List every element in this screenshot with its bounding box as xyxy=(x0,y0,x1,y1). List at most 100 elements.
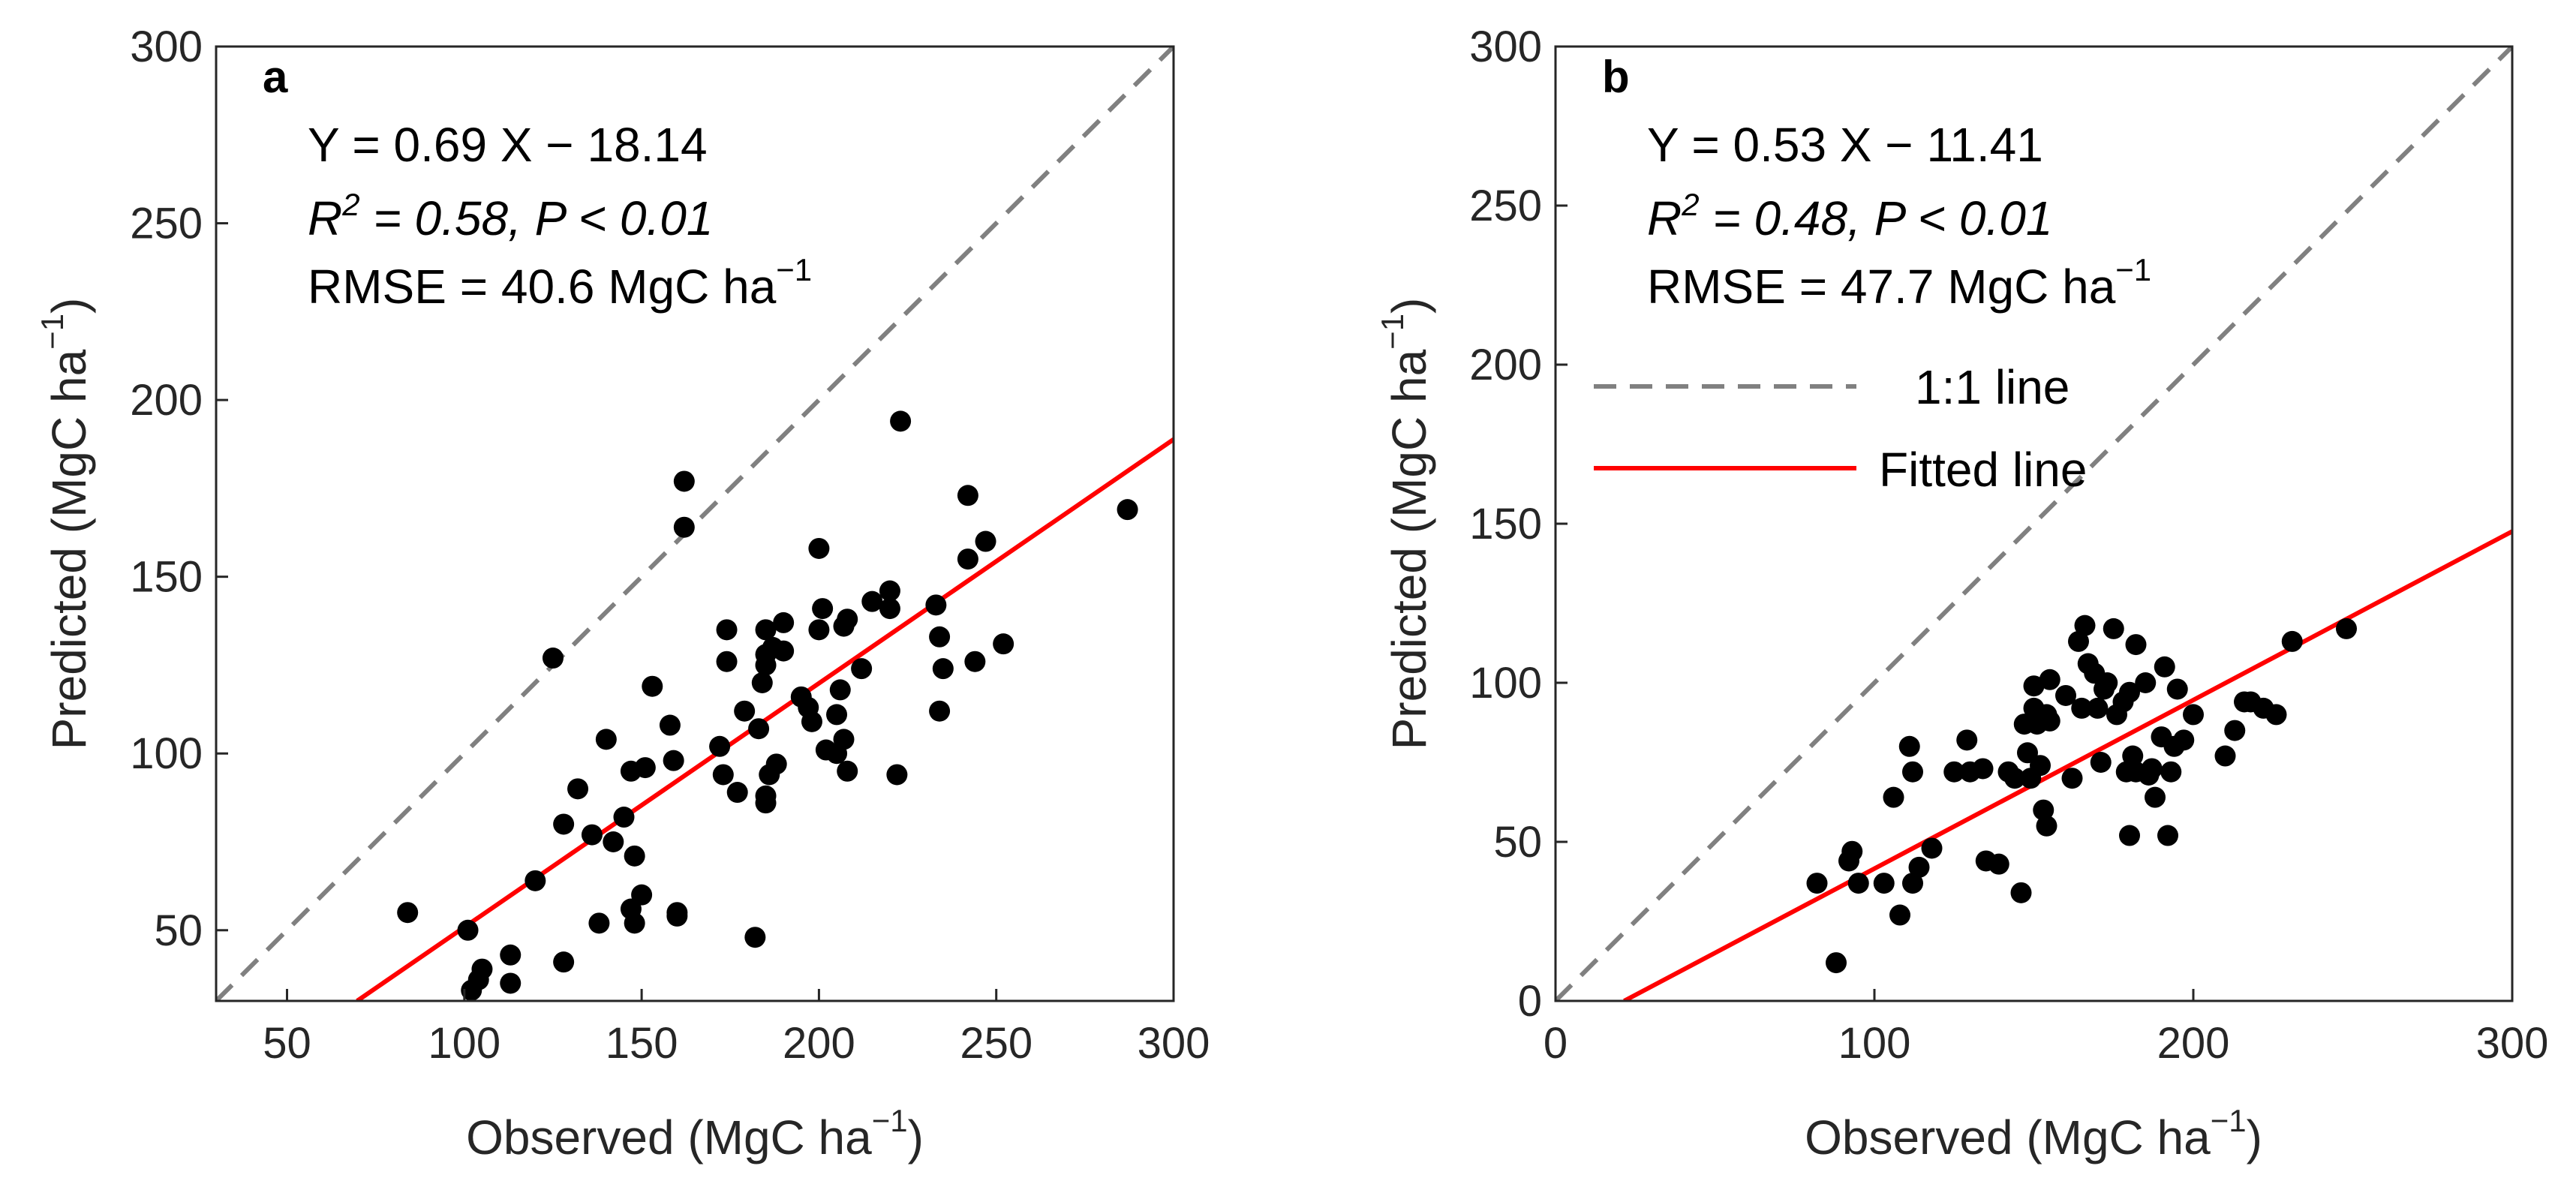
panel-b-data-point xyxy=(2023,675,2045,697)
panel-b-equation: Y = 0.53 X − 11.41 xyxy=(1647,118,2043,172)
panel-b-data-point xyxy=(2017,742,2038,764)
panel-b-r2-line: R2 = 0.48, P < 0.01 xyxy=(1647,187,2052,245)
panel-b-data-point xyxy=(1847,873,1869,894)
panel-a-data-point xyxy=(932,658,954,680)
panel-a-y-tick-label: 200 xyxy=(130,376,203,425)
panel-a-data-point xyxy=(929,700,951,722)
panel-a-data-point xyxy=(801,711,822,732)
panel-a-data-point xyxy=(837,609,858,630)
panel-a-y-tick-label: 100 xyxy=(130,729,203,778)
panel-a-data-point xyxy=(603,831,624,852)
panel-a-data-point xyxy=(837,760,858,782)
panel-b-x-tick-label: 300 xyxy=(2476,1019,2549,1068)
panel-b-data-point xyxy=(2157,825,2178,846)
panel-b-data-point xyxy=(1873,873,1895,894)
panel-b: 0 100 200 300 0 50 100 150 200 250 300 b Y = 0.53… xyxy=(1375,23,2548,1164)
panel-a-one-to-one-line xyxy=(216,47,1174,1001)
panel-a-points xyxy=(397,410,1138,1001)
panel-a-x-tick-label: 50 xyxy=(263,1019,311,1068)
panel-a-x-axis-label: Observed (MgC ha−1) xyxy=(466,1103,924,1164)
panel-b-data-point xyxy=(1806,873,1828,894)
panel-b-data-point xyxy=(2061,768,2083,789)
panel-b-data-point xyxy=(1988,853,2009,875)
panel-a-data-point xyxy=(500,972,522,994)
panel-b-data-point xyxy=(2122,745,2144,767)
panel-a-data-point xyxy=(542,648,564,669)
panel-a-x-tick-label: 100 xyxy=(428,1019,500,1068)
panel-a-rmse-text: RMSE = 40.6 MgC ha xyxy=(308,260,777,314)
panel-a-data-point xyxy=(929,626,951,648)
panel-b-y-tick-label: 250 xyxy=(1469,182,1542,230)
panel-b-data-point xyxy=(2183,704,2204,726)
panel-a-data-point xyxy=(663,750,684,771)
panel-a-equation: Y = 0.69 X − 18.14 xyxy=(308,118,708,172)
panel-a-data-point xyxy=(808,537,830,559)
panel-b-data-point xyxy=(2010,882,2032,903)
panel-b-rmse-superscript: −1 xyxy=(2115,252,2151,287)
panel-b-data-point xyxy=(2103,618,2124,639)
panel-b-data-point xyxy=(1972,758,1994,780)
panel-a-y-axis-label-close: ) xyxy=(42,298,96,314)
panel-a-y-tick-label: 300 xyxy=(130,23,203,71)
panel-b-data-point xyxy=(2074,615,2096,636)
panel-a-x-tick-label: 150 xyxy=(606,1019,678,1068)
panel-a-data-point xyxy=(879,598,900,620)
panel-b-one-to-one-line xyxy=(1556,47,2512,1001)
panel-b-data-point xyxy=(2039,710,2060,732)
panel-b-data-point xyxy=(2097,672,2118,693)
panel-a-data-point xyxy=(748,718,770,740)
panel-a-x-axis-label-sup: −1 xyxy=(872,1103,908,1138)
panel-b-data-point xyxy=(2135,672,2157,693)
panel-a-data-point xyxy=(1117,499,1138,521)
panel-a-axes-box xyxy=(215,45,1175,1002)
panel-b-data-point xyxy=(1898,735,1920,757)
legend-fitted-line-label: Fitted line xyxy=(1879,443,2087,497)
panel-a-data-layer xyxy=(216,47,1174,1001)
panel-b-data-point xyxy=(2154,656,2175,678)
panel-a-r2-line: R2 = 0.58, P < 0.01 xyxy=(308,187,713,245)
panel-b-x-tick-label: 100 xyxy=(1838,1019,1911,1068)
panel-a-data-point xyxy=(957,548,978,570)
panel-b-y-tick-label: 100 xyxy=(1469,659,1542,708)
panel-b-x-axis-label-main: Observed (MgC ha xyxy=(1805,1110,2211,1164)
panel-b-data-point xyxy=(2224,720,2246,741)
panel-a-data-point xyxy=(631,884,653,906)
panel-b-data-point xyxy=(1908,856,1930,878)
panel-a-x-tick-label: 200 xyxy=(783,1019,855,1068)
panel-a-rmse: RMSE = 40.6 MgC ha−1 xyxy=(308,252,812,314)
panel-b-data-point xyxy=(1883,786,1904,808)
panel-b-x-axis-label-close: ) xyxy=(2247,1110,2262,1164)
panel-a-data-point xyxy=(457,919,479,941)
panel-a-r2-symbol: R xyxy=(308,191,342,245)
panel-b-data-point xyxy=(1956,729,1978,751)
panel-a-data-point xyxy=(808,619,830,641)
panel-a-data-point xyxy=(993,633,1014,655)
panel-b-rmse: RMSE = 47.7 MgC ha−1 xyxy=(1647,252,2151,314)
panel-b-data-point xyxy=(2055,684,2076,706)
panel-b-data-point xyxy=(1921,837,1943,859)
panel-b-data-point xyxy=(1841,840,1863,862)
panel-b-data-point xyxy=(2336,618,2357,639)
panel-a-x-ticks: 50 100 150 200 250 300 xyxy=(263,989,1210,1068)
panel-b-y-axis-label-main: Predicted (MgC ha xyxy=(1382,349,1436,750)
panel-a-y-axis-label: Predicted (MgC ha−1) xyxy=(35,298,96,750)
panel-b-data-point xyxy=(2214,745,2236,767)
panel-b-data-point xyxy=(2125,634,2147,656)
panel-a-data-point xyxy=(588,912,610,934)
panel-a-data-point xyxy=(709,735,731,757)
panel-b-data-point xyxy=(2281,630,2303,652)
panel-b-legend: 1:1 line Fitted line xyxy=(1594,360,2087,497)
panel-b-y-ticks: 0 50 100 150 200 250 300 xyxy=(1469,23,1568,1026)
panel-b-data-point xyxy=(2036,815,2057,837)
panel-a-fitted-line xyxy=(356,437,1174,1001)
panel-b-y-tick-label: 300 xyxy=(1469,23,1542,71)
panel-b-data-point xyxy=(2087,697,2109,719)
panel-b-data-point xyxy=(1826,952,1847,974)
panel-b-r2-superscript: 2 xyxy=(1681,187,1699,222)
panel-a-data-point xyxy=(624,845,645,867)
panel-b-data-point xyxy=(1889,904,1910,926)
panel-b-data-layer xyxy=(1556,47,2512,1001)
panel-b-fitted-line xyxy=(1623,529,2512,1001)
panel-a-r2-superscript: 2 xyxy=(341,187,359,222)
panel-b-r2-text: = 0.48, P < 0.01 xyxy=(1700,191,2053,245)
